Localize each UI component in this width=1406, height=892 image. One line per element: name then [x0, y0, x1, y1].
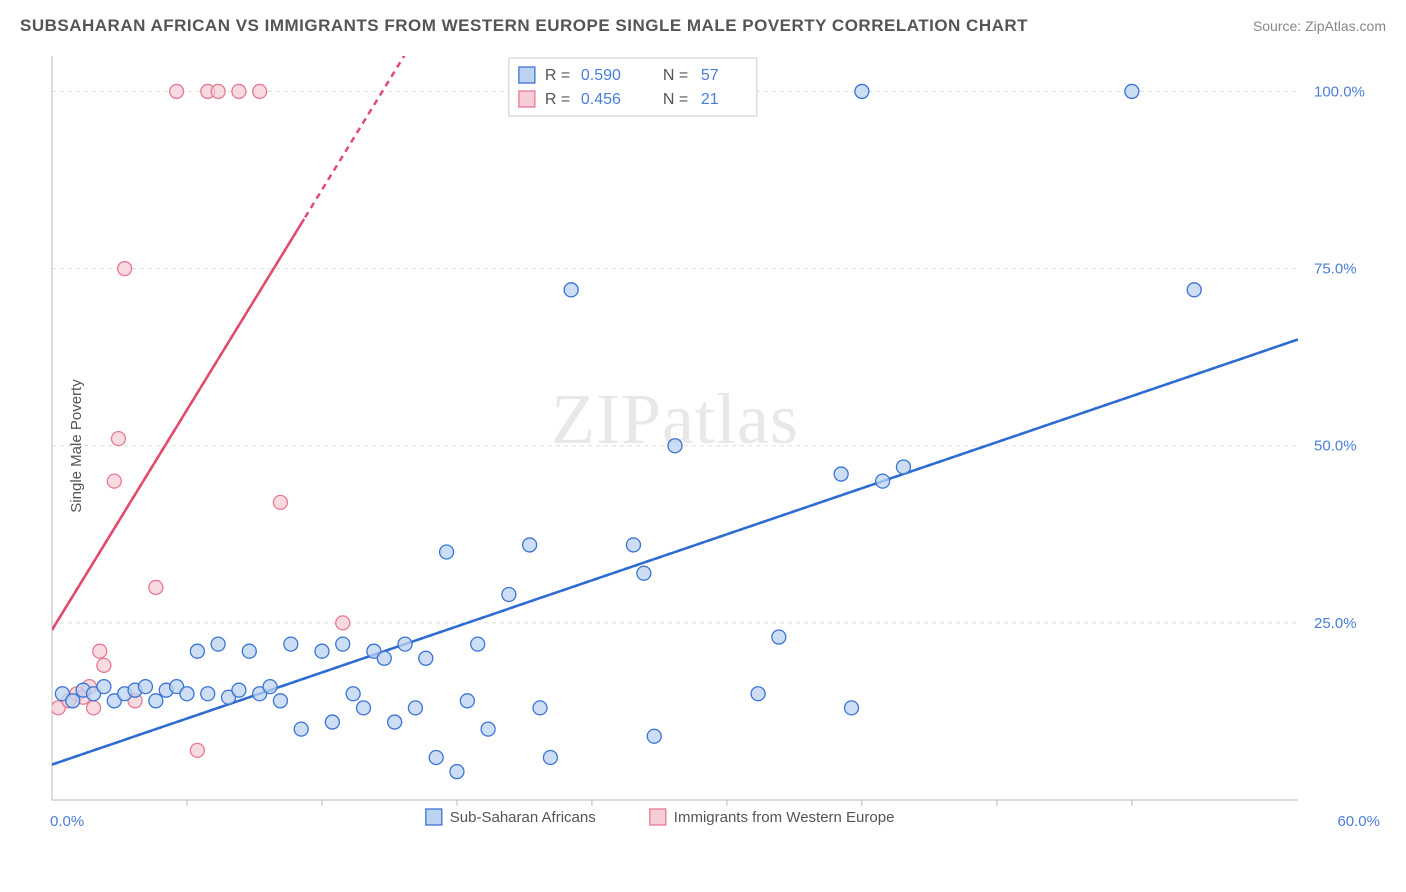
data-point — [377, 651, 391, 665]
legend-r-value: 0.590 — [581, 67, 621, 84]
data-point — [190, 743, 204, 757]
data-point — [263, 680, 277, 694]
data-point — [1125, 84, 1139, 98]
data-point — [647, 729, 661, 743]
data-point — [543, 750, 557, 764]
data-point — [273, 495, 287, 509]
data-point — [93, 644, 107, 658]
legend-swatch — [519, 67, 535, 83]
data-point — [232, 84, 246, 98]
data-point — [637, 566, 651, 580]
trend-line-dashed — [52, 48, 426, 630]
data-point — [388, 715, 402, 729]
data-point — [107, 474, 121, 488]
data-point — [284, 637, 298, 651]
data-point — [211, 637, 225, 651]
data-point — [97, 658, 111, 672]
data-point — [97, 680, 111, 694]
legend-r-label: R = — [545, 91, 570, 108]
data-point — [87, 701, 101, 715]
data-point — [66, 694, 80, 708]
data-point — [149, 580, 163, 594]
chart-title: SUBSAHARAN AFRICAN VS IMMIGRANTS FROM WE… — [20, 16, 1028, 36]
plot-area: 25.0%50.0%75.0%100.0%0.0%60.0%ZIPatlasR … — [48, 48, 1388, 838]
data-point — [315, 644, 329, 658]
data-point — [896, 460, 910, 474]
legend-bottom-swatch — [426, 809, 442, 825]
data-point — [180, 687, 194, 701]
data-point — [273, 694, 287, 708]
data-point — [668, 439, 682, 453]
x-tick-label: 60.0% — [1337, 813, 1380, 830]
legend-r-value: 0.456 — [581, 91, 621, 108]
x-tick-label: 0.0% — [50, 813, 84, 830]
data-point — [751, 687, 765, 701]
data-point — [772, 630, 786, 644]
data-point — [336, 616, 350, 630]
data-point — [294, 722, 308, 736]
data-point — [232, 683, 246, 697]
data-point — [336, 637, 350, 651]
trend-pink — [52, 48, 426, 630]
legend-n-label: N = — [663, 67, 688, 84]
data-point — [429, 750, 443, 764]
legend-n-value: 21 — [701, 91, 719, 108]
data-point — [533, 701, 547, 715]
data-point — [876, 474, 890, 488]
data-point — [201, 687, 215, 701]
data-point — [440, 545, 454, 559]
data-point — [834, 467, 848, 481]
data-point — [855, 84, 869, 98]
legend-bottom-swatch — [650, 809, 666, 825]
data-point — [523, 538, 537, 552]
trend-line-solid — [52, 219, 304, 630]
data-point — [1187, 283, 1201, 297]
data-point — [626, 538, 640, 552]
data-point — [325, 715, 339, 729]
data-point — [564, 283, 578, 297]
data-point — [408, 701, 422, 715]
data-point — [460, 694, 474, 708]
data-point — [111, 432, 125, 446]
data-point — [502, 588, 516, 602]
title-bar: SUBSAHARAN AFRICAN VS IMMIGRANTS FROM WE… — [20, 12, 1386, 40]
data-point — [138, 680, 152, 694]
legend-n-label: N = — [663, 91, 688, 108]
data-point — [398, 637, 412, 651]
y-tick-label: 50.0% — [1314, 438, 1357, 455]
data-point — [149, 694, 163, 708]
chart-container: SUBSAHARAN AFRICAN VS IMMIGRANTS FROM WE… — [0, 0, 1406, 892]
data-point — [419, 651, 433, 665]
data-point — [253, 84, 267, 98]
data-point — [346, 687, 360, 701]
data-point — [190, 644, 204, 658]
data-point — [211, 84, 225, 98]
y-tick-label: 25.0% — [1314, 615, 1357, 632]
data-point — [242, 644, 256, 658]
legend-r-label: R = — [545, 67, 570, 84]
data-point — [170, 84, 184, 98]
legend-bottom-label: Sub-Saharan Africans — [450, 809, 596, 826]
data-point — [471, 637, 485, 651]
y-tick-label: 100.0% — [1314, 83, 1365, 100]
y-tick-label: 75.0% — [1314, 261, 1357, 278]
legend-n-value: 57 — [701, 67, 719, 84]
legend-swatch — [519, 91, 535, 107]
data-point — [357, 701, 371, 715]
data-point — [481, 722, 495, 736]
legend-bottom-label: Immigrants from Western Europe — [674, 809, 895, 826]
data-point — [118, 262, 132, 276]
source-label: Source: ZipAtlas.com — [1253, 18, 1386, 34]
plot-svg: 25.0%50.0%75.0%100.0%0.0%60.0%ZIPatlasR … — [48, 48, 1388, 838]
data-point — [845, 701, 859, 715]
data-point — [450, 765, 464, 779]
